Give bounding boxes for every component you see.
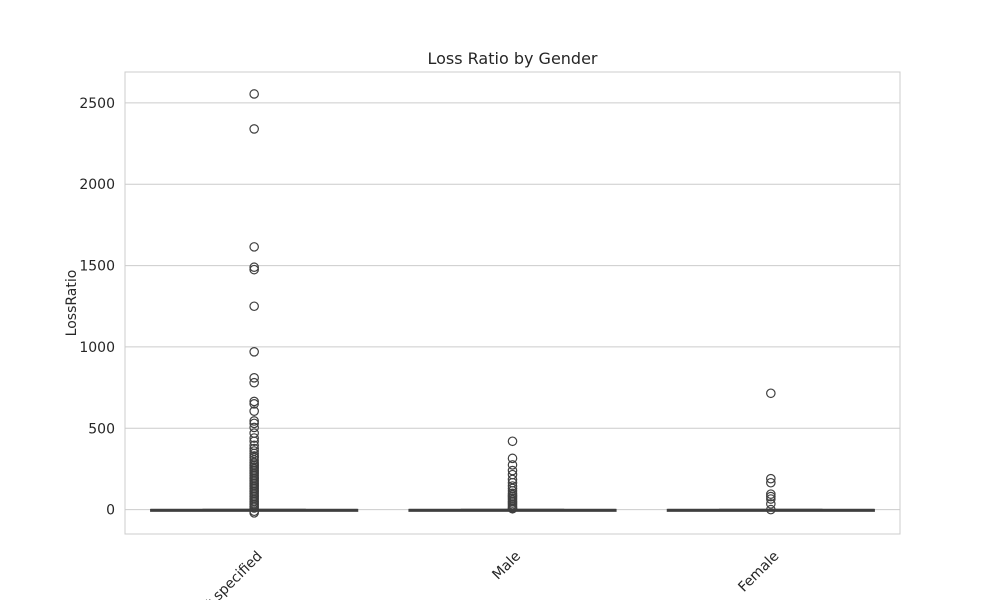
outlier-point	[507, 460, 518, 470]
boxes-layer	[150, 89, 875, 518]
y-tick-labels: 0 500 1000 1500 2000 2500	[79, 96, 115, 519]
outlier-point	[766, 388, 776, 399]
outlier-point	[249, 262, 259, 273]
outlier-point	[249, 124, 259, 134]
outlier-point	[249, 89, 259, 99]
outlier-point	[766, 491, 776, 502]
y-tick-label: 2500	[79, 96, 115, 112]
outlier-point	[249, 399, 259, 409]
outlier-point	[249, 418, 259, 429]
outlier-point	[249, 396, 259, 407]
outlier-point	[249, 373, 259, 383]
plot-frame	[124, 71, 901, 535]
outlier-point	[249, 347, 259, 357]
outlier-point	[766, 489, 776, 499]
outlier-point	[766, 504, 776, 515]
x-tick-labels: Not specified Male Female	[190, 548, 783, 600]
outlier-point	[249, 422, 259, 433]
outlier-point	[507, 503, 518, 514]
outlier-point	[249, 503, 259, 513]
x-tick-label: Male	[489, 548, 524, 583]
y-tick-label: 0	[106, 503, 115, 519]
outlier-point	[249, 433, 259, 443]
grid-lines	[125, 102, 900, 511]
outlier-point	[766, 494, 776, 504]
y-tick-label: 500	[88, 421, 115, 437]
outlier-point	[249, 508, 259, 518]
y-tick-label: 2000	[79, 177, 115, 193]
outlier-point	[249, 428, 259, 438]
x-tick-label: Female	[735, 548, 782, 595]
outlier-point	[249, 264, 259, 275]
outlier-point	[249, 377, 259, 388]
box-group	[408, 436, 617, 514]
box-group	[150, 89, 359, 518]
x-tick-label: Not specified	[190, 548, 266, 600]
outlier-point	[249, 406, 259, 416]
outlier-point	[766, 477, 776, 488]
chart-title: Loss Ratio by Gender	[427, 49, 597, 68]
y-tick-label: 1500	[79, 259, 115, 275]
outlier-point	[249, 242, 259, 252]
outlier-point	[507, 436, 518, 447]
outlier-point	[249, 436, 259, 447]
outlier-point	[766, 499, 776, 509]
box-group	[666, 388, 875, 515]
outlier-point	[766, 473, 776, 484]
y-axis-label: LossRatio	[64, 270, 80, 337]
outlier-point	[249, 416, 259, 426]
outlier-point	[249, 301, 259, 312]
outlier-point	[507, 453, 518, 464]
y-tick-label: 1000	[79, 340, 115, 356]
